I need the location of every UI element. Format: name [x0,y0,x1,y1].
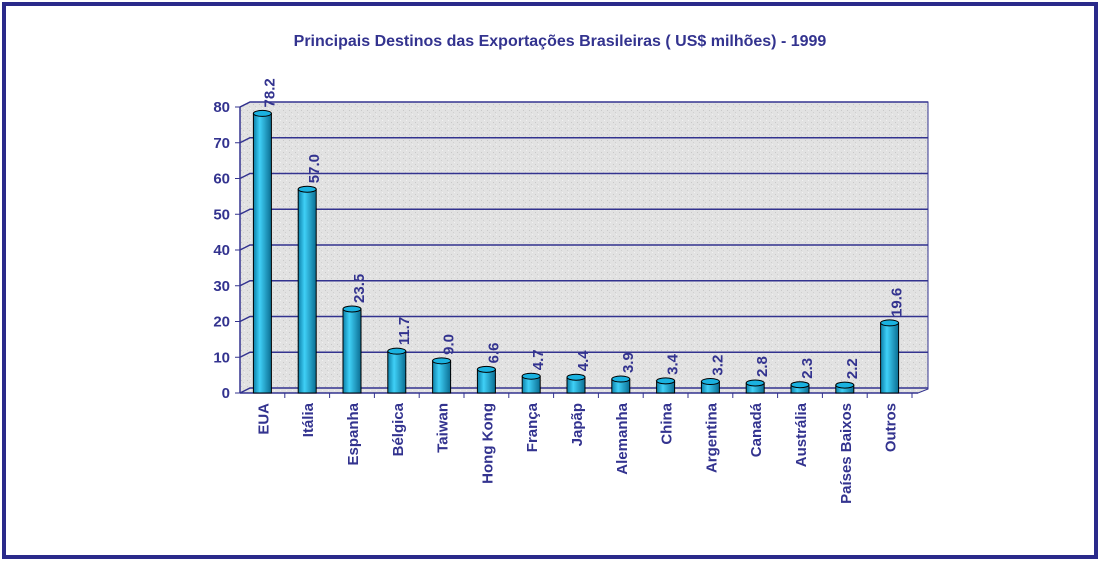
bar [611,375,631,394]
value-label: 9.0 [441,334,458,355]
value-label: 57.0 [306,154,323,183]
y-tick-label: 80 [213,99,230,116]
bar [656,377,676,394]
x-tick-label: China [659,402,676,444]
x-tick-label: Alemanha [614,402,631,474]
value-label: 11.7 [396,317,413,345]
grid-line [239,208,928,215]
y-tick-label: 60 [213,171,230,188]
bar [387,347,407,394]
x-tick-label: EUA [255,403,272,435]
chart-title: Principais Destinos das Exportações Bras… [294,33,827,50]
bar [566,373,586,394]
bar [700,378,720,394]
value-label: 3.2 [709,355,726,376]
bar [252,109,272,394]
value-label: 6.6 [485,343,502,364]
x-tick-label: Outros [883,403,900,452]
bar [880,319,900,394]
x-tick-label: França [524,402,541,452]
bar [521,372,541,394]
bar [790,381,810,394]
value-label: 78.2 [261,78,278,107]
x-tick-label: Espanha [345,402,362,465]
value-label: 19.6 [889,288,906,317]
x-tick-label: Japãp [569,403,586,446]
value-label: 2.2 [844,358,861,379]
x-tick-label: Austrália [793,402,810,467]
x-tick-label: Países Baixos [838,403,855,504]
x-tick-label: Taiwan [435,403,452,453]
y-tick-label: 20 [213,314,230,331]
grid-line [239,280,928,287]
x-tick-label: Argentina [703,402,720,473]
y-tick-label: 50 [213,206,230,223]
x-tick-label: Itália [300,402,317,437]
y-tick-label: 0 [222,385,230,402]
y-tick-label: 10 [213,349,230,366]
grid-line [239,244,928,251]
bar [476,365,496,394]
bar [835,381,855,394]
grid-line [239,137,928,144]
bar [745,379,765,394]
grid-line [239,351,928,358]
x-tick-label: Hong Kong [479,403,496,484]
value-label: 4.7 [530,349,547,370]
value-label: 3.9 [620,352,637,373]
value-label: 2.8 [754,356,771,377]
y-tick-label: 70 [213,135,230,152]
value-label: 4.4 [575,350,592,372]
bar [297,185,317,394]
y-tick-label: 40 [213,242,230,259]
bar [342,305,362,394]
value-label: 2.3 [799,358,816,379]
value-label: 23.5 [351,274,368,303]
x-tick-label: Bélgica [390,402,407,456]
grid-line [239,101,928,108]
grid-line [239,315,928,323]
y-tick-label: 30 [213,278,230,295]
bar [432,357,452,394]
value-label: 3.4 [665,353,682,375]
grid-line [239,172,928,180]
x-tick-label: Canadá [748,402,765,457]
